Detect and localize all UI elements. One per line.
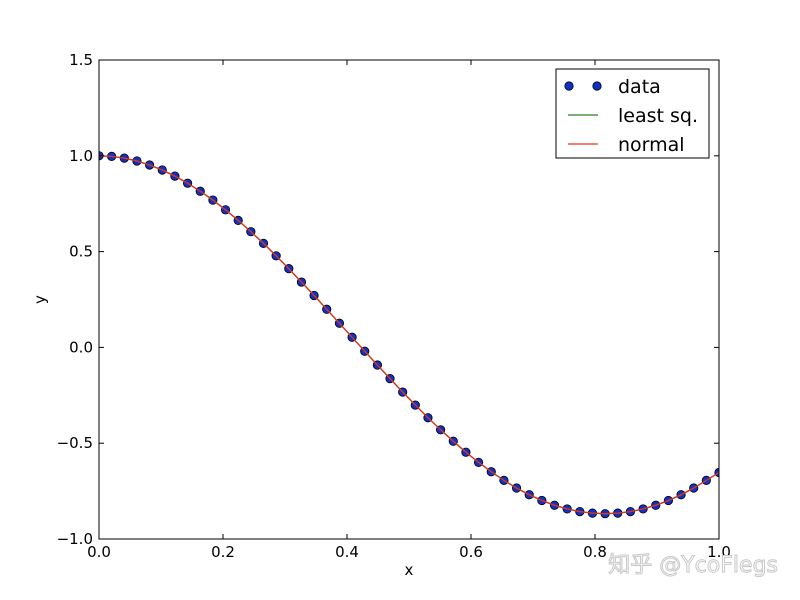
x-tick-label: 0.2 <box>211 543 235 561</box>
axes: 0.0 0.2 0.4 0.6 0.8 1.0 −1.0 −0.5 0.0 0.5 1.0 1.5 <box>57 51 731 561</box>
y-tick-label: −0.5 <box>57 434 93 452</box>
x-axis-label: x <box>405 561 414 579</box>
plot-area <box>99 151 719 519</box>
x-tick-label: 0.6 <box>459 543 483 561</box>
legend-marker-data <box>592 81 602 91</box>
x-tick-label: 0.0 <box>87 543 111 561</box>
legend-marker-data <box>564 81 574 91</box>
legend: data least sq. normal <box>555 68 710 159</box>
legend-label-least-sq: least sq. <box>618 105 698 127</box>
axes-frame <box>98 59 720 540</box>
y-tick-label: 1.0 <box>69 147 93 165</box>
series-line-least-sq <box>99 155 719 515</box>
x-tick-label: 0.8 <box>583 543 607 561</box>
legend-label-normal: normal <box>618 134 685 156</box>
x-tick-label: 0.4 <box>335 543 359 561</box>
y-axis-label: y <box>31 295 49 304</box>
y-tick-label: 0.5 <box>69 243 93 261</box>
y-tick-label: 0.0 <box>69 338 93 356</box>
y-tick-label: 1.5 <box>69 51 93 69</box>
y-tick-label: −1.0 <box>57 530 93 548</box>
watermark-text: 知乎 @YcoFlegs <box>608 553 778 578</box>
legend-label-data: data <box>618 76 661 98</box>
series-markers-data <box>99 151 719 519</box>
x-tick-label: 1.0 <box>707 543 731 561</box>
series-line-normal <box>99 155 719 515</box>
legend-box <box>555 68 710 159</box>
